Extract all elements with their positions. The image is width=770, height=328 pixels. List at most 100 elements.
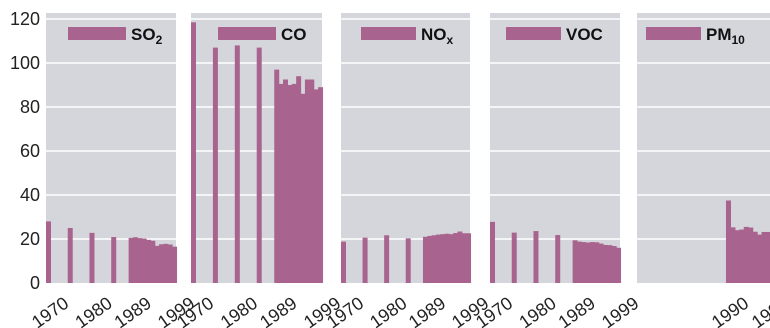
bar <box>283 79 288 283</box>
bar <box>590 242 595 283</box>
y-tick-label: 80 <box>20 97 40 117</box>
bar <box>172 246 178 283</box>
bar <box>490 221 495 283</box>
bar <box>154 245 160 283</box>
bar <box>274 69 280 283</box>
x-tick-label: 1980 <box>71 293 115 328</box>
bar <box>384 235 390 283</box>
panel-so2: SO2 <box>46 13 178 283</box>
bar <box>422 236 428 283</box>
bar <box>616 247 622 283</box>
bar <box>309 79 315 283</box>
x-tick-label: 1989 <box>111 293 155 328</box>
bar <box>300 93 306 283</box>
bar <box>581 242 587 283</box>
bar <box>533 231 539 283</box>
bar <box>291 83 297 284</box>
bar <box>167 244 173 283</box>
bar <box>132 237 138 283</box>
bar <box>296 76 302 283</box>
x-tick-label: 1989 <box>405 293 449 328</box>
bar <box>287 85 293 283</box>
bar <box>576 241 582 283</box>
bar <box>159 244 164 283</box>
x-tick-label: 1980 <box>217 293 261 328</box>
bar <box>137 238 143 283</box>
bar <box>752 231 758 283</box>
bar <box>435 234 441 283</box>
bar <box>730 227 736 283</box>
legend-swatch <box>68 27 126 40</box>
bar <box>743 226 749 283</box>
bar <box>278 83 284 284</box>
y-tick-label: 0 <box>30 273 40 293</box>
bar <box>362 237 368 283</box>
legend-label: SO2 <box>131 25 163 47</box>
bar <box>150 240 156 283</box>
bar <box>607 245 613 283</box>
legend-swatch <box>506 27 561 40</box>
bar <box>511 232 517 283</box>
panel-nox: NOx <box>341 13 472 283</box>
bar <box>405 238 411 283</box>
legend-swatch <box>218 27 276 40</box>
bar <box>739 229 745 283</box>
x-tick-label: 1980 <box>366 293 410 328</box>
bar <box>128 237 134 283</box>
legend-swatch <box>361 27 416 40</box>
y-tick-label: 100 <box>10 53 40 73</box>
bar <box>89 232 95 283</box>
bar <box>304 79 310 283</box>
bar <box>234 45 240 284</box>
bar <box>427 235 433 283</box>
bar <box>431 235 437 283</box>
x-tick-label: 1970 <box>28 293 72 328</box>
legend-swatch <box>646 27 701 40</box>
bar <box>212 47 218 283</box>
bar <box>457 231 463 283</box>
bar <box>67 228 73 283</box>
legend-label: VOC <box>566 25 603 44</box>
x-tick-label: 1990 <box>708 293 752 328</box>
bar <box>757 234 763 283</box>
x-tick-label: 1999 <box>598 293 642 328</box>
bar <box>191 22 196 284</box>
bar <box>765 231 770 283</box>
y-tick-label: 60 <box>20 141 40 161</box>
bar <box>585 242 591 283</box>
bar <box>440 234 446 283</box>
bar <box>734 230 740 283</box>
bar <box>466 233 472 283</box>
bar <box>111 237 117 283</box>
panel-voc: VOC <box>490 13 622 283</box>
bar <box>256 47 262 283</box>
panel-pm10: PM10 <box>637 13 770 283</box>
bar <box>141 238 147 283</box>
bar <box>46 221 51 283</box>
bar <box>761 231 767 283</box>
bar <box>341 241 346 283</box>
bar <box>594 242 600 283</box>
bar <box>748 227 754 283</box>
bar <box>444 233 450 283</box>
legend-label: NOx <box>421 25 454 47</box>
bar <box>448 234 454 283</box>
bar <box>598 243 604 283</box>
bar <box>146 239 151 283</box>
legend-label: PM10 <box>706 25 745 47</box>
bar <box>461 233 467 283</box>
legend-label: CO <box>281 25 307 44</box>
x-tick-label: 1980 <box>515 293 559 328</box>
bar <box>318 87 324 283</box>
bar <box>611 246 617 283</box>
panel-co: CO <box>191 13 324 284</box>
y-tick-label: 120 <box>10 9 40 29</box>
bar <box>555 235 561 283</box>
y-tick-label: 40 <box>20 185 40 205</box>
bar <box>572 240 578 283</box>
bar <box>453 233 459 283</box>
bar <box>725 200 732 283</box>
bar <box>163 243 169 283</box>
x-tick-label: 1999 <box>748 293 770 328</box>
panel-background <box>46 13 176 283</box>
